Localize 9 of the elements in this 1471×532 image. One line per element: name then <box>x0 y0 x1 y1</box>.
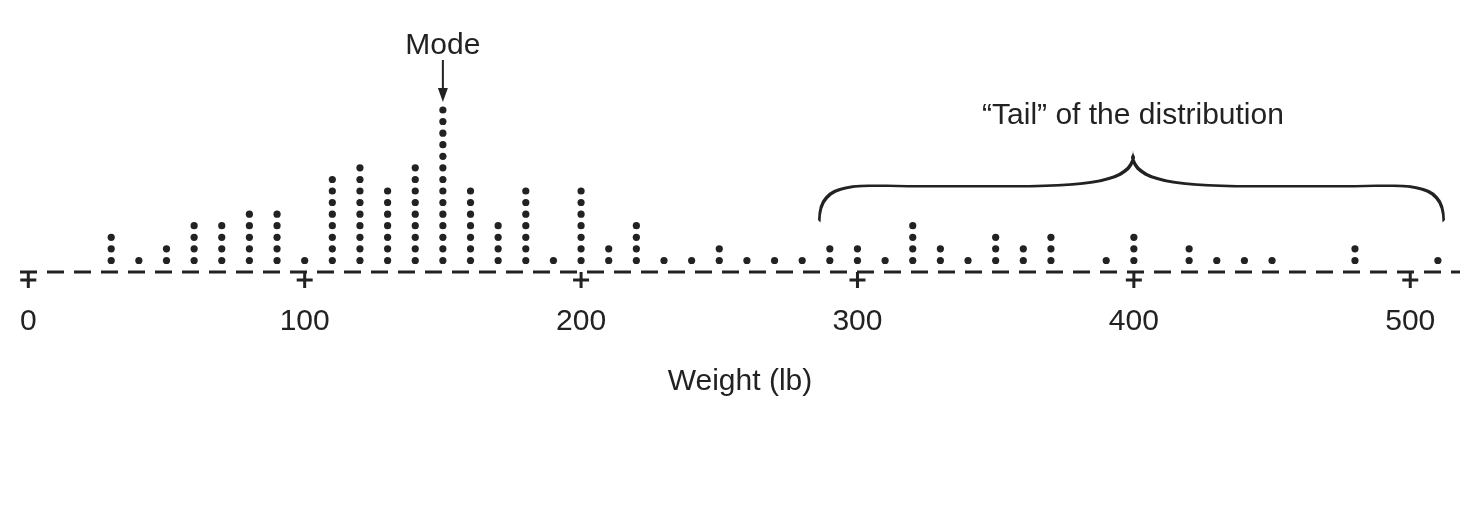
x-axis-title: Weight (lb) <box>667 363 813 396</box>
annotation: “Tail” of the distribution <box>982 97 1284 130</box>
x-tick-label: 200 <box>556 303 607 336</box>
annotation: Mode <box>405 27 481 60</box>
x-tick-label: 400 <box>1108 303 1159 336</box>
x-tick-label: 100 <box>279 303 330 336</box>
x-tick-label: 0 <box>19 303 37 336</box>
x-tick-label: 500 <box>1385 303 1436 336</box>
x-tick-label: 300 <box>832 303 883 336</box>
